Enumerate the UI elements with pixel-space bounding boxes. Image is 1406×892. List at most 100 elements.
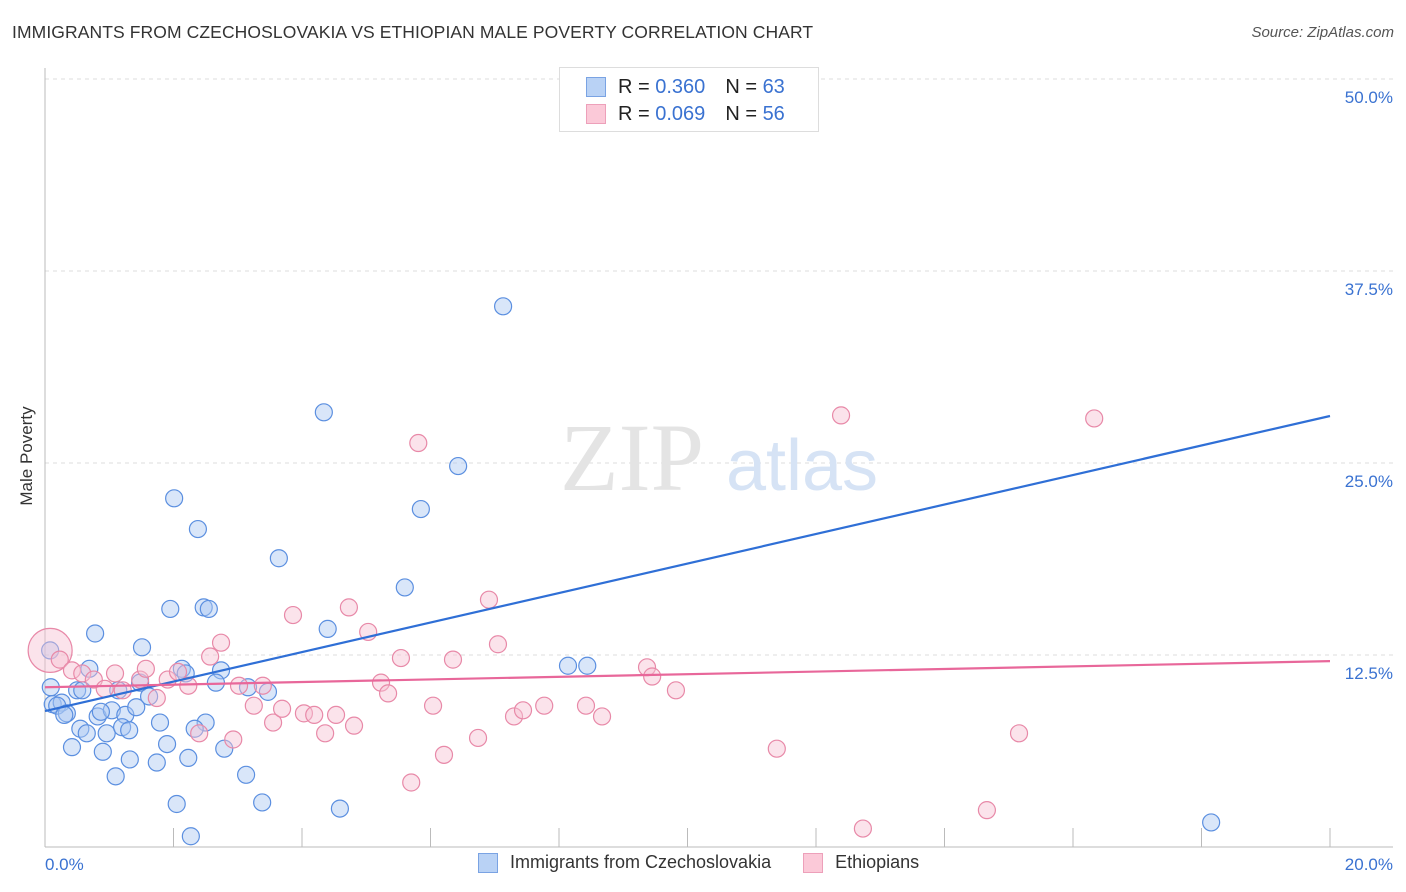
y-tick-label: 50.0%	[1345, 88, 1393, 107]
czechoslovakia-point	[106, 767, 125, 786]
ethiopians-point	[504, 707, 524, 726]
ethiopians-point	[378, 684, 398, 703]
trend-lines	[44, 414, 1331, 713]
czechoslovakia-point	[62, 738, 82, 757]
ethiopians-point	[344, 716, 364, 735]
czechoslovakia-point	[97, 724, 116, 743]
ethiopians-point	[229, 676, 249, 695]
czechoslovakia-point	[127, 698, 146, 717]
czechoslovakia-point	[395, 578, 414, 597]
legend-label-ethiopians: Ethiopians	[835, 852, 920, 872]
czechoslovakia-point	[132, 638, 152, 657]
ethiopians-point	[272, 699, 292, 718]
ethiopians-point	[27, 627, 73, 673]
ethiopians-point	[211, 633, 231, 652]
ethiopians-point	[305, 705, 324, 725]
czechoslovakia-point	[237, 765, 256, 784]
czechoslovakia-point	[318, 619, 337, 638]
czechoslovakia-point	[411, 499, 430, 519]
blue-swatch	[586, 77, 606, 97]
czechoslovakia-trend-line	[44, 414, 1331, 713]
y-tick-label: 12.5%	[1345, 664, 1393, 683]
czechoslovakia-point	[330, 799, 350, 818]
blue-swatch	[478, 852, 498, 873]
watermark-atlas: atlas	[726, 426, 878, 506]
points	[27, 71, 1221, 846]
czechoslovakia-point	[253, 793, 272, 812]
legend-row-czechoslovakia: R = 0.360 N = 63	[586, 75, 785, 99]
ethiopians-point	[443, 650, 463, 669]
ethiopians-point	[643, 667, 662, 686]
czechoslovakia-point	[188, 519, 208, 539]
czechoslovakia-point	[1202, 813, 1221, 832]
ethiopians-point	[253, 676, 272, 695]
grid-lines	[45, 78, 1393, 656]
source-label: Source: ZipAtlas.com	[1251, 24, 1394, 41]
ethiopians-point	[977, 801, 997, 820]
ethiopians-trend-line	[44, 660, 1331, 689]
ethiopians-point	[105, 664, 125, 683]
ethiopians-point	[263, 713, 283, 732]
czechoslovakia-point	[91, 702, 110, 721]
czechoslovakia-point	[120, 721, 139, 740]
czechoslovakia-point	[181, 827, 200, 846]
czechoslovakia-point	[179, 748, 198, 768]
chart-title: IMMIGRANTS FROM CZECHOSLOVAKIA VS ETHIOP…	[12, 22, 814, 42]
czechoslovakia-point	[41, 641, 60, 660]
ethiopians-point	[853, 819, 873, 838]
correlation-legend: R = 0.360 N = 63 R = 0.069 N = 56	[559, 67, 819, 132]
czechoslovakia-point	[161, 599, 180, 619]
ethiopians-point	[1085, 409, 1104, 428]
r-label: R =	[618, 102, 650, 125]
ethiopians-point	[1009, 724, 1029, 743]
czechoslovakia-point	[578, 656, 597, 675]
series-legend: Immigrants from Czechoslovakia Ethiopian…	[478, 852, 919, 873]
n-value: 63	[762, 75, 785, 98]
czechoslovakia-point	[150, 713, 170, 732]
ethiopians-point	[316, 724, 335, 743]
czechoslovakia-point	[449, 456, 468, 476]
pink-swatch	[803, 852, 824, 873]
r-value: 0.069	[655, 102, 706, 125]
ethiopians-point	[326, 705, 346, 725]
ethiopians-point	[576, 696, 596, 715]
watermark-zip: ZIP	[560, 404, 704, 511]
x-tick-label: 0.0%	[45, 855, 84, 874]
ethiopians-point	[113, 681, 132, 700]
ethiopians-point	[535, 696, 554, 715]
x-tick-label: 20.0%	[1345, 855, 1393, 874]
ethiopians-point	[468, 728, 488, 748]
y-tick-label: 37.5%	[1345, 280, 1393, 299]
r-value: 0.360	[655, 75, 706, 98]
ethiopians-point	[513, 701, 533, 720]
ethiopians-point	[244, 696, 263, 715]
ethiopians-point	[130, 670, 150, 689]
tick-labels: 12.5% 25.0% 37.5% 50.0% 0.0% 20.0%	[45, 88, 1393, 874]
y-axis-label: Male Poverty	[17, 406, 36, 506]
ethiopians-point	[283, 605, 303, 625]
czechoslovakia-point	[314, 403, 333, 422]
ethiopians-point	[190, 724, 209, 743]
ethiopians-point	[666, 681, 686, 700]
ethiopians-point	[479, 590, 499, 609]
ethiopians-point	[73, 664, 92, 683]
czechoslovakia-point	[157, 734, 177, 754]
czechoslovakia-point	[86, 624, 105, 643]
ethiopians-point	[423, 696, 443, 715]
ethiopians-point	[488, 635, 508, 654]
ethiopians-point	[201, 647, 220, 666]
czechoslovakia-point	[269, 549, 288, 568]
r-label: R =	[618, 75, 650, 98]
czechoslovakia-point	[77, 724, 96, 743]
ethiopians-point	[62, 661, 82, 680]
czechoslovakia-point	[165, 489, 184, 508]
ethiopians-point	[95, 679, 114, 698]
n-label: N =	[725, 75, 757, 98]
czechoslovakia-point	[93, 742, 112, 761]
legend-row-ethiopians: R = 0.069 N = 56	[586, 102, 785, 126]
ethiopians-point	[434, 745, 454, 764]
ethiopians-point	[147, 688, 166, 708]
y-tick-label: 25.0%	[1345, 472, 1393, 491]
czechoslovakia-point	[71, 719, 90, 738]
